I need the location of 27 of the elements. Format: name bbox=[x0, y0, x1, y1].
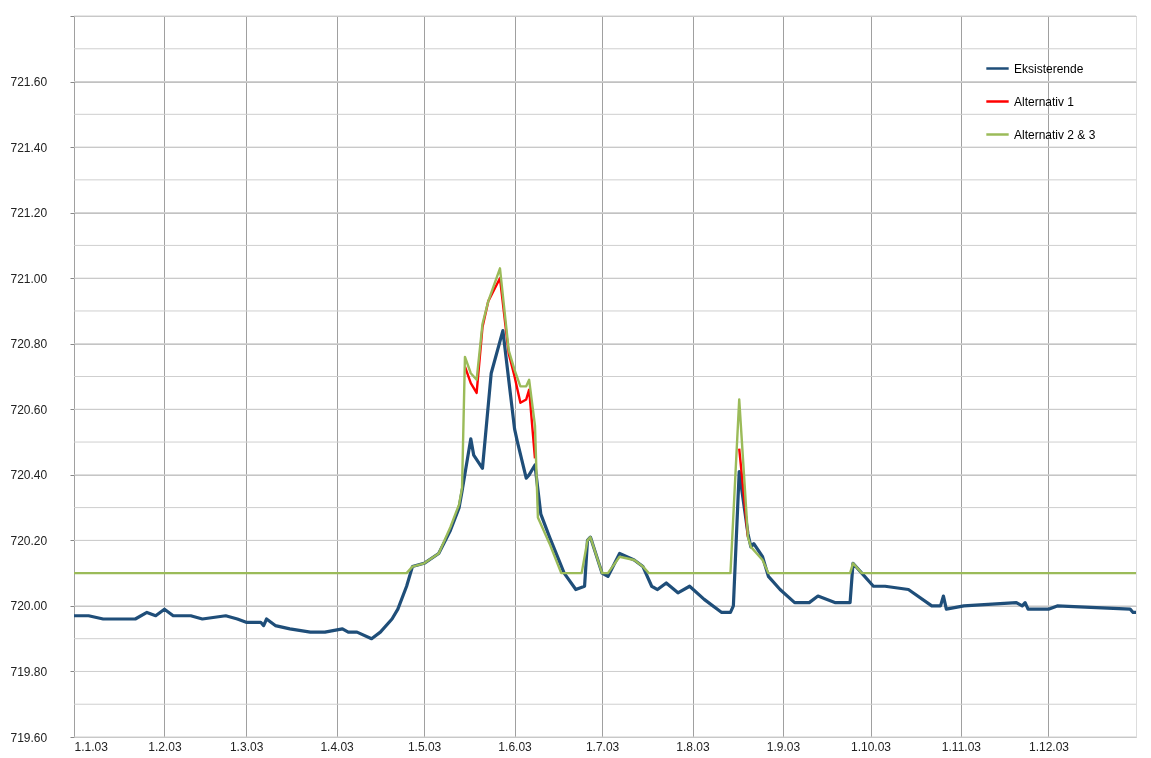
x-tick-label: 1.5.03 bbox=[407, 739, 442, 754]
x-tick-label: 1.11.03 bbox=[941, 739, 982, 754]
x-tick-label: 1.2.03 bbox=[148, 739, 182, 754]
y-tick-label: 720.40 bbox=[10, 468, 48, 483]
x-tick-label: 1.6.03 bbox=[498, 739, 533, 754]
legend-label: Alternativ 2 & 3 bbox=[1014, 127, 1096, 142]
x-tick-label: 1.1.03 bbox=[74, 739, 109, 754]
y-tick-label: 720.00 bbox=[10, 599, 48, 614]
x-tick-label: 1.8.03 bbox=[676, 739, 711, 754]
y-tick-label: 721.20 bbox=[10, 206, 48, 221]
y-tick-label: 721.40 bbox=[10, 140, 48, 155]
line-series bbox=[74, 267, 1136, 575]
x-tick-label: 1.4.03 bbox=[320, 739, 355, 754]
y-tick-label: 721.00 bbox=[10, 271, 48, 286]
legend-label: Eksisterende bbox=[1014, 61, 1084, 76]
y-tick-label: 719.60 bbox=[10, 730, 48, 745]
y-tick-label: 721.60 bbox=[10, 75, 48, 90]
legend-label: Alternativ 1 bbox=[1014, 94, 1075, 109]
x-tick-label: 1.7.03 bbox=[585, 739, 620, 754]
x-tick-label: 1.12.03 bbox=[1028, 739, 1070, 754]
y-tick-label: 720.80 bbox=[10, 337, 48, 352]
y-tick-label: 719.80 bbox=[10, 664, 48, 679]
y-tick-label: 720.60 bbox=[10, 402, 48, 417]
x-tick-label: 1.10.03 bbox=[850, 739, 892, 754]
y-tick-label: 720.20 bbox=[10, 533, 48, 548]
x-tick-label: 1.9.03 bbox=[766, 739, 801, 754]
x-tick-label: 1.3.03 bbox=[229, 739, 264, 754]
